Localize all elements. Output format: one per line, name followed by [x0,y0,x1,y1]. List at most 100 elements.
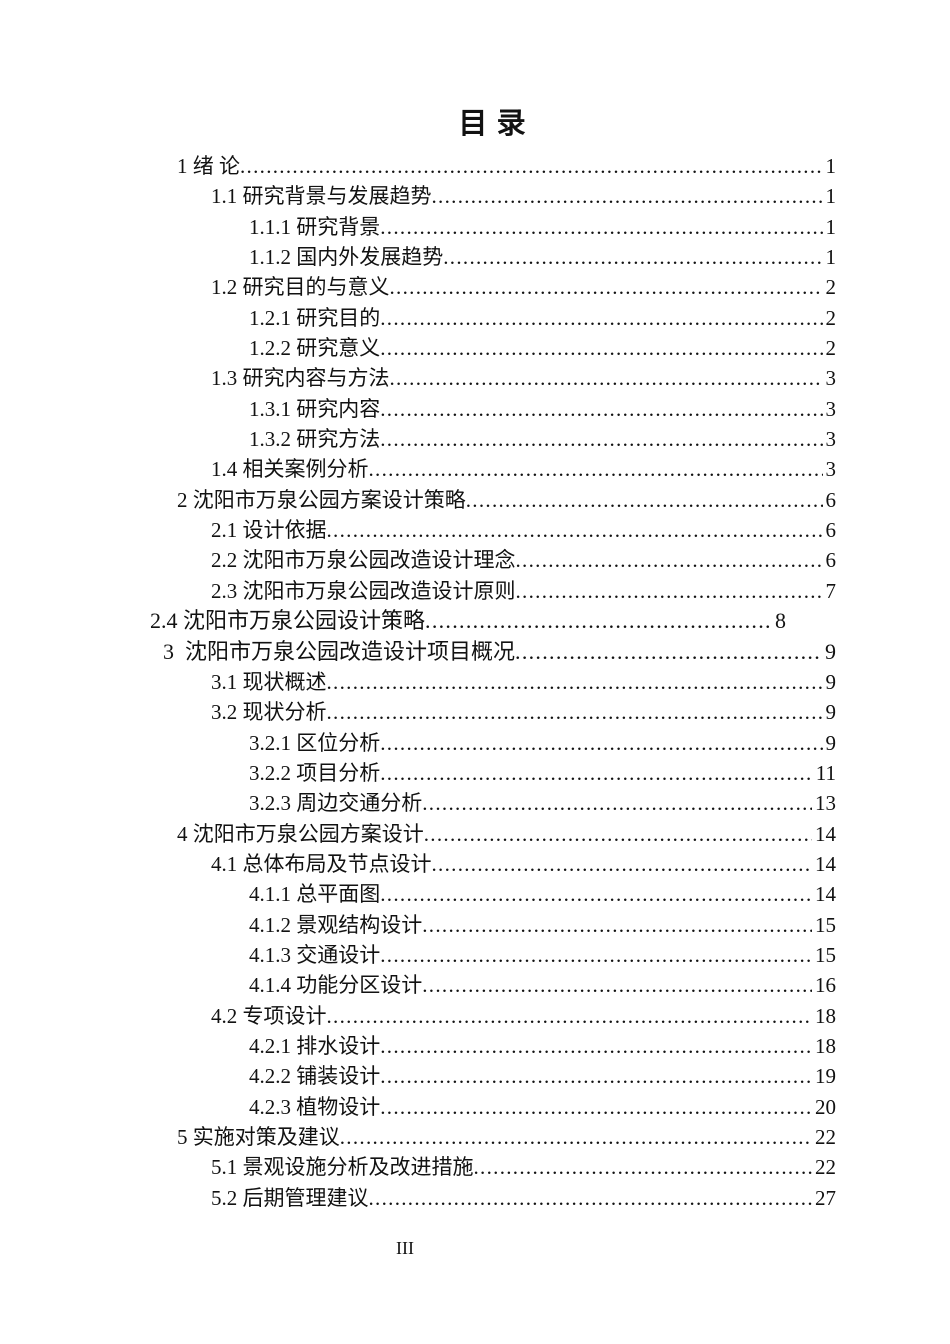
toc-entry-label: 1.2.1 研究目的 [249,305,381,330]
toc-entry-label: 4.1.2 景观结构设计 [249,912,423,937]
toc-entry[interactable]: 4 沈阳市万泉公园方案设计 14 [149,819,836,849]
toc-entry[interactable]: 3.2.2 项目分析 11 [149,758,836,788]
toc-title: 目 录 [458,108,527,140]
toc-entry[interactable]: 5.2 后期管理建议 27 [149,1183,836,1213]
toc-page-number: 13 [815,791,836,816]
toc-page-number: 14 [815,882,836,907]
toc-entry[interactable]: 4.1 总体布局及节点设计 14 [149,849,836,879]
toc-entry[interactable]: 4.2.2 铺装设计 19 [149,1061,836,1091]
toc-page-number: 15 [815,912,836,937]
toc-entry-label: 1.4 相关案例分析 [211,457,369,482]
toc-entry[interactable]: 4.1.1 总平面图 14 [149,879,836,909]
toc-entry[interactable]: 1.2.2 研究意义 2 [149,333,836,363]
toc-dot-leader [240,151,823,181]
toc-page-number: 14 [815,851,836,876]
toc-dot-leader [432,849,813,879]
toc-page-number: 7 [825,578,837,603]
toc-entry[interactable]: 3.2.3 周边交通分析 13 [149,788,836,818]
toc-dot-leader [424,819,812,849]
toc-page-number: 9 [825,638,836,664]
toc-dot-leader [380,212,822,242]
toc-entry[interactable]: 4.2 专项设计 18 [149,1001,836,1031]
toc-entry-label: 2.1 设计依据 [211,518,327,543]
toc-entry[interactable]: 1.3.2 研究方法 3 [149,424,836,454]
toc-dot-leader [340,1122,812,1152]
toc-entry-label: 3.2.1 区位分析 [249,730,381,755]
toc-entry[interactable]: 2 沈阳市万泉公园方案设计策略 6 [149,485,836,515]
toc-entry[interactable]: 1.4 相关案例分析 3 [149,454,836,484]
toc-entry[interactable]: 1.3.1 研究内容 3 [149,394,836,424]
toc-entry[interactable]: 1.1.2 国内外发展趋势 1 [149,242,836,272]
toc-entry[interactable]: 3.1 现状概述 9 [149,667,836,697]
toc-page-number: 9 [825,730,837,755]
toc-entry[interactable]: 3.2.1 区位分析 9 [149,728,836,758]
toc-dot-leader [516,545,823,575]
toc-dot-leader [380,1061,812,1091]
toc-page-number: 9 [825,700,837,725]
toc-page-number: 1 [825,214,837,239]
toc-page-number: 8 [775,608,786,634]
toc-entry[interactable]: 4.1.4 功能分区设计 16 [149,970,836,1000]
toc-page-number: 3 [825,427,837,452]
toc-entry-label: 5 实施对策及建议 [177,1125,340,1149]
toc-page-number: 3 [825,396,837,421]
toc-entry[interactable]: 1.3 研究内容与方法 3 [149,363,836,393]
toc-entry[interactable]: 4.1.3 交通设计 15 [149,940,836,970]
toc-entry-label: 1 绪 论 [177,154,240,178]
toc-page-number: 22 [815,1155,836,1180]
toc-dot-leader [327,697,823,727]
toc-entry-label: 1.1.1 研究背景 [249,214,381,239]
toc-page-number: 11 [815,760,836,785]
toc-page-number: 1 [825,245,837,270]
toc-entry[interactable]: 5 实施对策及建议 22 [149,1122,836,1152]
toc-dot-leader [443,242,822,272]
toc-dot-leader [422,970,812,1000]
toc-entry-label: 1.2 研究目的与意义 [211,275,390,300]
toc-entry[interactable]: 4.2.3 植物设计 20 [149,1092,836,1122]
toc-entry[interactable]: 2.4 沈阳市万泉公园设计策略 8 [149,606,786,636]
toc-entry-label: 5.1 景观设施分析及改进措施 [211,1155,474,1180]
toc-page-number: 14 [815,821,836,846]
toc-entry-label: 1.1.2 国内外发展趋势 [249,245,444,270]
toc-entry-label: 2 沈阳市万泉公园方案设计策略 [177,487,466,512]
toc-page-number: 22 [815,1125,836,1149]
toc-page-number: 15 [815,942,836,967]
toc-entry[interactable]: 1.1 研究背景与发展趋势 1 [149,181,836,211]
toc-page-number: 2 [825,275,837,300]
toc-entry[interactable]: 4.1.2 景观结构设计 15 [149,910,836,940]
toc-page-number: 3 [825,366,837,391]
toc-dot-leader [380,758,813,788]
toc-page-number: 6 [825,548,837,573]
toc-entry-label: 4.2.2 铺装设计 [249,1064,381,1089]
toc-entry-label: 1.3.2 研究方法 [249,427,381,452]
toc-entry-label: 4.1.3 交通设计 [249,942,381,967]
toc-entry[interactable]: 2.1 设计依据 6 [149,515,836,545]
toc-entry-label: 3.1 现状概述 [211,669,327,694]
toc-entry-label: 2.4 沈阳市万泉公园设计策略 [150,608,426,634]
toc-entry[interactable]: 4.2.1 排水设计 18 [149,1031,836,1061]
toc-entry[interactable]: 1.2.1 研究目的 2 [149,303,836,333]
toc-dot-leader [380,424,822,454]
toc-entry[interactable]: 2.3 沈阳市万泉公园改造设计原则 7 [149,576,836,606]
toc-page-number: 6 [825,518,837,543]
toc-entry[interactable]: 1.2 研究目的与意义 2 [149,272,836,302]
toc-entry-label: 4 沈阳市万泉公园方案设计 [177,821,424,846]
toc-page-number: 19 [815,1064,836,1089]
toc-dot-leader [390,272,823,302]
toc-entry-label: 4.1.4 功能分区设计 [249,973,423,998]
toc-entry[interactable]: 3 沈阳市万泉公园改造设计项目概况 9 [149,637,836,667]
toc-dot-leader [380,879,812,909]
toc-entry[interactable]: 1 绪 论 1 [149,151,836,181]
toc-entry[interactable]: 3.2 现状分析 9 [149,697,836,727]
toc-entry[interactable]: 5.1 景观设施分析及改进措施 22 [149,1152,836,1182]
toc-dot-leader [369,1183,813,1213]
toc-entry[interactable]: 2.2 沈阳市万泉公园改造设计理念 6 [149,545,836,575]
toc-dot-leader [369,454,823,484]
toc-entry-label: 3.2.3 周边交通分析 [249,791,423,816]
toc-dot-leader [380,940,812,970]
toc-entry-label: 4.1.1 总平面图 [249,882,381,907]
toc-dot-leader [380,1031,812,1061]
toc-dot-leader [327,515,823,545]
toc-entry-label: 1.2.2 研究意义 [249,336,381,361]
toc-entry[interactable]: 1.1.1 研究背景 1 [149,212,836,242]
